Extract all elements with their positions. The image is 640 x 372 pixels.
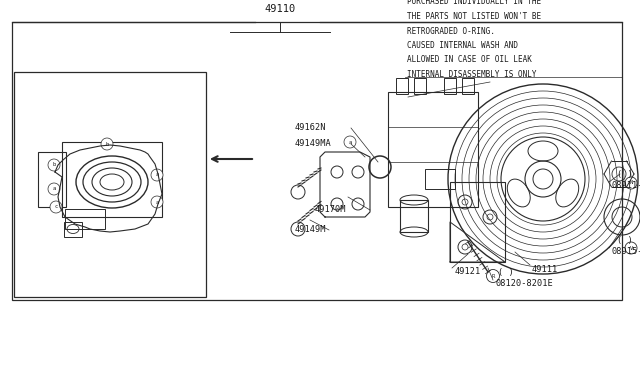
Text: c: c	[54, 205, 58, 209]
Bar	[388, 92, 478, 207]
Text: ( ): ( )	[617, 235, 633, 244]
Bar	[65, 209, 105, 229]
Ellipse shape	[528, 141, 558, 161]
Bar	[62, 142, 162, 217]
Text: ALLOWED IN CASE OF OIL LEAK: ALLOWED IN CASE OF OIL LEAK	[407, 55, 532, 64]
Circle shape	[50, 201, 62, 213]
Text: 08120-8201E: 08120-8201E	[495, 279, 553, 289]
Text: ( ): ( )	[617, 170, 633, 179]
Circle shape	[625, 242, 637, 254]
Text: a: a	[156, 199, 159, 205]
Circle shape	[101, 138, 113, 150]
Circle shape	[48, 159, 60, 171]
Circle shape	[151, 169, 163, 181]
Text: 49121: 49121	[455, 267, 481, 276]
Bar	[12, 22, 622, 300]
Text: N: N	[629, 180, 632, 186]
Text: 49170M: 49170M	[315, 205, 346, 215]
Bar	[396, 78, 408, 94]
Text: 49149MA: 49149MA	[295, 140, 332, 148]
Bar	[450, 182, 505, 262]
Text: a: a	[52, 186, 56, 192]
Text: 49149M: 49149M	[295, 225, 326, 234]
Text: a: a	[348, 140, 351, 144]
Text: INTERNAL DISASSEMBLY IS ONLY: INTERNAL DISASSEMBLY IS ONLY	[407, 70, 536, 79]
Text: 49162N: 49162N	[295, 122, 326, 131]
Text: b: b	[106, 141, 109, 147]
Circle shape	[486, 269, 499, 282]
Text: RETROGRADED O-RING.: RETROGRADED O-RING.	[407, 26, 495, 35]
Circle shape	[48, 183, 60, 195]
Text: PURCHASED INDIVIDUALLY IN THE: PURCHASED INDIVIDUALLY IN THE	[407, 0, 541, 6]
Bar	[64, 222, 82, 237]
Circle shape	[344, 136, 356, 148]
Bar	[400, 200, 428, 232]
Bar	[14, 72, 206, 297]
Text: R: R	[492, 273, 495, 279]
Text: 49111: 49111	[532, 264, 558, 273]
Ellipse shape	[556, 179, 579, 207]
Bar	[425, 169, 455, 189]
Text: a: a	[156, 173, 159, 177]
Bar	[38, 152, 66, 207]
Circle shape	[625, 177, 637, 189]
Text: CAUSED INTERNAL WASH AND: CAUSED INTERNAL WASH AND	[407, 41, 518, 50]
Text: 49110: 49110	[264, 4, 296, 14]
Text: 08911-6421A: 08911-6421A	[612, 182, 640, 190]
Text: ( ): ( )	[498, 267, 514, 276]
Bar	[414, 78, 426, 94]
Bar	[444, 78, 456, 94]
Text: b: b	[52, 163, 56, 167]
Circle shape	[151, 196, 163, 208]
Text: 08915-1421A: 08915-1421A	[612, 247, 640, 257]
Ellipse shape	[508, 179, 530, 207]
Text: THE PARTS NOT LISTED WON'T BE: THE PARTS NOT LISTED WON'T BE	[407, 12, 541, 21]
Bar	[462, 78, 474, 94]
Text: V: V	[629, 246, 632, 250]
